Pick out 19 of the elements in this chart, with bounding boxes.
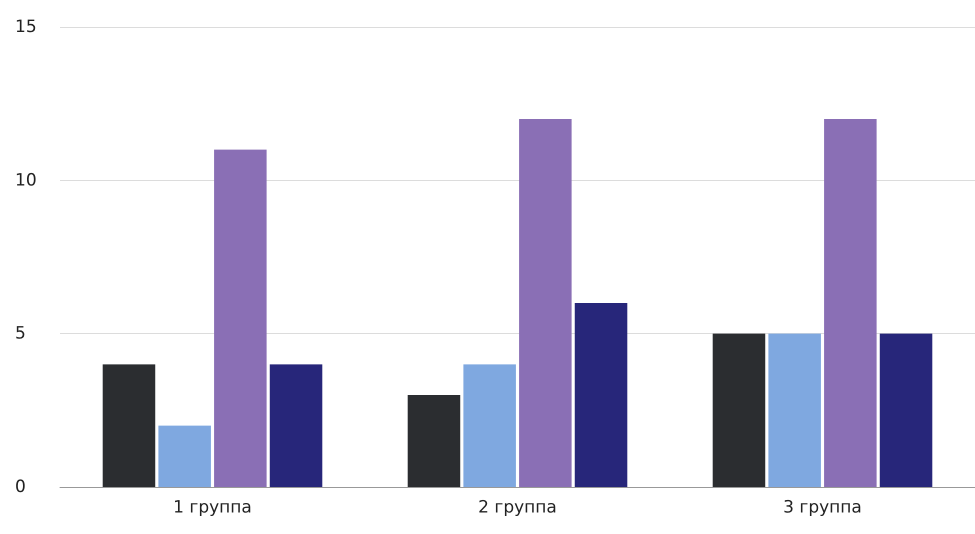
bar bbox=[519, 119, 572, 487]
bar bbox=[880, 334, 932, 487]
y-tick-label: 15 bbox=[15, 17, 37, 37]
y-tick-label: 5 bbox=[15, 324, 26, 344]
y-tick-label: 0 bbox=[15, 477, 26, 497]
bar bbox=[463, 364, 516, 487]
x-tick-label: 1 группа bbox=[173, 498, 252, 518]
bar bbox=[824, 119, 877, 487]
bar bbox=[712, 334, 766, 487]
x-tick-label: 3 группа bbox=[783, 498, 862, 518]
bar bbox=[214, 150, 267, 487]
x-tick-label: 2 группа bbox=[478, 498, 557, 518]
bar bbox=[102, 364, 156, 487]
bar bbox=[408, 395, 460, 487]
y-tick-label: 10 bbox=[15, 170, 37, 190]
bar bbox=[158, 426, 211, 487]
bar bbox=[574, 303, 628, 487]
bar bbox=[270, 364, 322, 487]
bar bbox=[768, 334, 821, 487]
